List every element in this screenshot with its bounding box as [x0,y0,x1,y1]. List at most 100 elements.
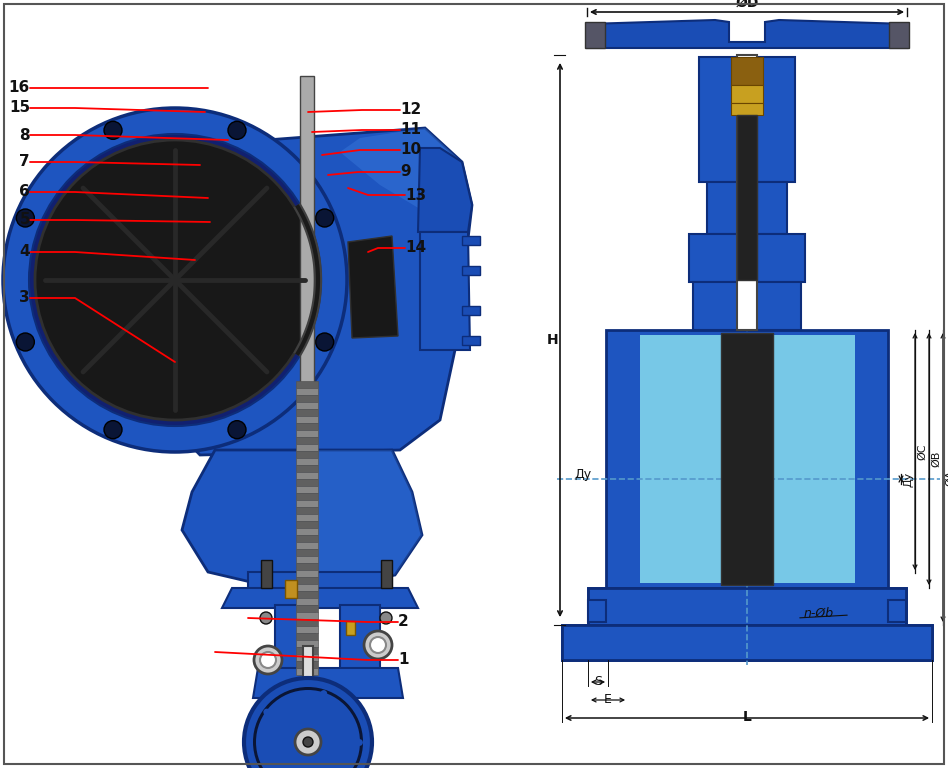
Bar [737,115,757,280]
Text: 8: 8 [19,127,30,143]
Text: ØC: ØC [917,443,927,460]
Text: 2: 2 [398,614,409,630]
Bar [640,335,855,583]
Bar [296,619,318,626]
Polygon shape [889,22,909,48]
Bar [296,542,318,549]
Bar [296,465,318,472]
Text: 7: 7 [19,154,30,170]
Bar [296,668,318,675]
Polygon shape [222,588,418,608]
Circle shape [380,612,392,624]
Text: ØA: ØA [945,469,948,485]
Bar [296,458,318,465]
Bar [296,535,318,542]
Circle shape [370,637,386,653]
Circle shape [228,421,246,439]
Bar [296,507,318,514]
Bar [562,625,932,660]
Circle shape [16,333,34,351]
Bar [296,647,318,654]
Polygon shape [585,22,605,48]
Text: 13: 13 [405,187,426,203]
Bar [296,591,318,598]
Text: ØB: ØB [931,451,941,467]
Polygon shape [202,242,268,336]
Bar [296,486,318,493]
Text: 9: 9 [400,164,410,180]
Text: 16: 16 [9,81,30,95]
Circle shape [364,631,392,659]
Polygon shape [587,20,907,48]
Text: Ду: Ду [903,472,913,487]
Bar [296,472,318,479]
Bar [296,640,318,647]
Polygon shape [160,128,472,455]
Polygon shape [253,668,403,698]
Text: 4: 4 [19,244,30,260]
Bar [721,333,773,585]
Bar [296,388,318,395]
Circle shape [228,121,246,139]
Bar [462,336,480,345]
Text: Ду: Ду [574,468,592,481]
Circle shape [260,652,276,668]
Bar [296,381,318,388]
Polygon shape [340,605,380,672]
Text: n-Øb: n-Øb [804,607,834,620]
Polygon shape [348,236,398,338]
Text: H: H [546,333,558,347]
Bar [296,409,318,416]
Bar [296,395,318,402]
Bar [707,182,787,234]
Polygon shape [275,605,315,672]
Bar [588,600,606,622]
Bar [296,570,318,577]
Circle shape [303,737,313,747]
Circle shape [316,333,334,351]
Bar [888,600,906,622]
Bar [689,234,805,282]
Polygon shape [318,450,422,575]
Text: ØD: ØD [736,0,758,10]
Bar [606,330,888,588]
Circle shape [295,729,321,755]
Text: 5: 5 [19,213,30,227]
Bar [737,55,757,330]
Bar [296,605,318,612]
Bar [562,625,932,660]
Text: L: L [742,710,752,724]
Bar [296,521,318,528]
Bar [296,479,318,486]
Bar [296,437,318,444]
Circle shape [256,690,360,768]
Text: 12: 12 [400,102,421,118]
Bar [296,661,318,668]
Circle shape [35,140,315,420]
Text: 10: 10 [400,143,421,157]
Bar [296,584,318,591]
Bar [296,626,318,633]
Text: 14: 14 [405,240,426,256]
Circle shape [260,612,272,624]
Bar [296,514,318,521]
Text: 1: 1 [398,653,409,667]
Polygon shape [182,450,422,592]
Bar [296,423,318,430]
Circle shape [29,134,321,426]
Bar [296,444,318,451]
Bar [296,493,318,500]
Circle shape [104,121,122,139]
Circle shape [244,678,372,768]
Bar [261,560,272,588]
Circle shape [3,108,347,452]
Bar [296,654,318,661]
Bar [731,85,763,103]
Bar [296,451,318,458]
Text: 11: 11 [400,123,421,137]
Polygon shape [418,148,472,232]
Text: E: E [604,693,612,706]
Bar [693,282,801,330]
Text: S: S [594,675,602,688]
Polygon shape [340,128,472,230]
